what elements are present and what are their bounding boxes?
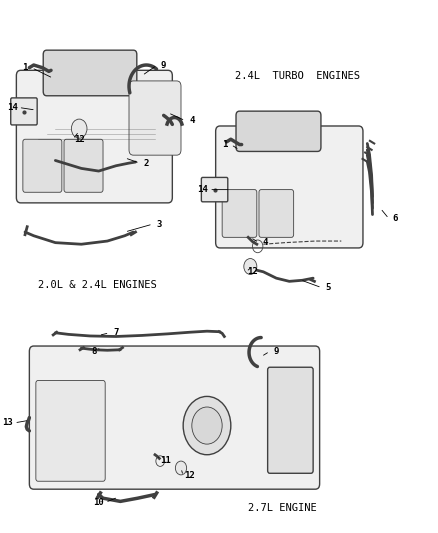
Circle shape	[71, 119, 87, 138]
Text: 2: 2	[144, 159, 149, 167]
Text: 8: 8	[92, 347, 97, 356]
FancyBboxPatch shape	[129, 81, 181, 155]
Text: 11: 11	[160, 456, 171, 465]
Text: 12: 12	[184, 471, 195, 480]
FancyBboxPatch shape	[11, 98, 37, 125]
Text: 5: 5	[325, 283, 331, 292]
Text: 2.0L & 2.4L ENGINES: 2.0L & 2.4L ENGINES	[38, 280, 157, 290]
Text: 9: 9	[161, 61, 166, 69]
FancyBboxPatch shape	[268, 367, 313, 473]
Text: 2.7L ENGINE: 2.7L ENGINE	[248, 503, 317, 513]
Text: 6: 6	[393, 214, 398, 223]
FancyBboxPatch shape	[16, 70, 172, 203]
Circle shape	[244, 259, 257, 274]
Circle shape	[175, 461, 187, 475]
FancyBboxPatch shape	[201, 177, 228, 202]
Text: 14: 14	[197, 185, 208, 194]
Text: 4: 4	[189, 116, 194, 125]
Text: 3: 3	[157, 220, 162, 229]
Circle shape	[183, 397, 231, 455]
Text: 1: 1	[22, 63, 28, 72]
FancyBboxPatch shape	[236, 111, 321, 151]
FancyBboxPatch shape	[43, 50, 137, 96]
FancyBboxPatch shape	[64, 139, 103, 192]
Text: 7: 7	[113, 328, 119, 337]
FancyBboxPatch shape	[259, 190, 293, 237]
Text: 12: 12	[247, 268, 258, 276]
Text: 14: 14	[7, 103, 18, 112]
FancyBboxPatch shape	[222, 190, 257, 237]
Text: 4: 4	[263, 238, 268, 247]
FancyBboxPatch shape	[215, 126, 363, 248]
FancyBboxPatch shape	[36, 381, 105, 481]
Text: 12: 12	[74, 135, 85, 144]
Text: 1: 1	[222, 140, 227, 149]
Text: 9: 9	[274, 347, 279, 356]
Circle shape	[192, 407, 222, 444]
Text: 10: 10	[93, 498, 104, 507]
FancyBboxPatch shape	[23, 139, 62, 192]
FancyBboxPatch shape	[29, 346, 320, 489]
Text: 2.4L  TURBO  ENGINES: 2.4L TURBO ENGINES	[235, 70, 360, 80]
Text: 13: 13	[2, 418, 13, 427]
